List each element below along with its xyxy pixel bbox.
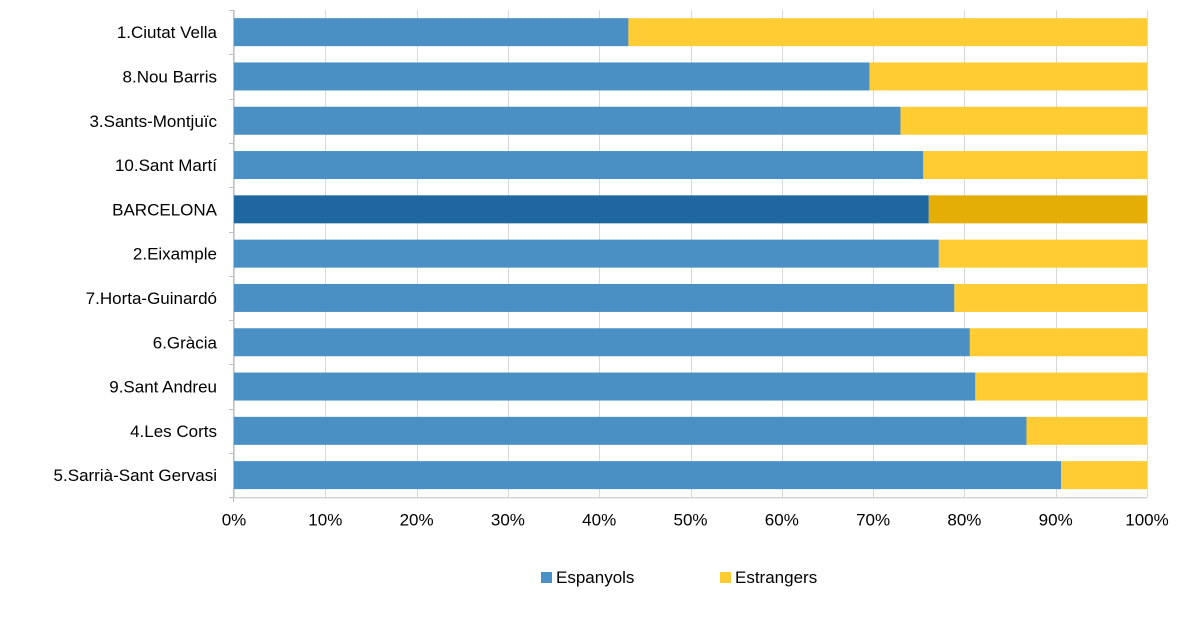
bar-espanyols-1: [234, 62, 870, 91]
legend-swatch-espanyols: [541, 572, 552, 583]
x-tick-label: 100%: [1125, 510, 1168, 529]
bar-espanyols-6: [234, 283, 955, 312]
bar-estrangers-0: [628, 18, 1147, 47]
bar-espanyols-9: [234, 416, 1027, 445]
bars: [234, 18, 1147, 490]
category-label: 7.Horta-Guinardó: [86, 289, 217, 308]
bar-estrangers-3: [923, 151, 1147, 180]
category-label: 10.Sant Martí: [115, 156, 217, 175]
x-tick-label: 50%: [673, 510, 707, 529]
bar-espanyols-3: [234, 151, 924, 180]
category-label: 4.Les Corts: [130, 422, 217, 441]
bar-estrangers-2: [900, 106, 1147, 135]
category-label: 1.Ciutat Vella: [117, 23, 218, 42]
category-label: 5.Sarrià-Sant Gervasi: [54, 466, 217, 485]
bar-estrangers-4: [928, 195, 1147, 224]
axes: [229, 10, 1147, 503]
legend-label-espanyols: Espanyols: [556, 568, 634, 587]
x-tick-label: 90%: [1039, 510, 1073, 529]
x-tick-label: 70%: [856, 510, 890, 529]
bar-estrangers-7: [969, 328, 1147, 357]
category-label: 9.Sant Andreu: [109, 378, 217, 397]
bar-estrangers-6: [954, 283, 1147, 312]
bar-estrangers-5: [938, 239, 1147, 268]
category-label: 2.Eixample: [133, 245, 217, 264]
x-tick-labels: 0% 10% 20% 30% 40% 50% 60% 70% 80% 90% 100%: [222, 510, 1169, 529]
category-labels: 1.Ciutat Vella 8.Nou Barris 3.Sants-Montju…: [54, 23, 218, 485]
bar-espanyols-7: [234, 328, 970, 357]
bar-estrangers-10: [1061, 461, 1147, 490]
bar-espanyols-2: [234, 106, 901, 135]
bar-estrangers-1: [869, 62, 1147, 91]
bar-espanyols-0: [234, 18, 629, 47]
x-tick-label: 30%: [491, 510, 525, 529]
x-tick-label: 20%: [400, 510, 434, 529]
bar-estrangers-9: [1026, 416, 1147, 445]
category-label: 8.Nou Barris: [123, 67, 217, 86]
x-tick-label: 40%: [582, 510, 616, 529]
legend-swatch-estrangers: [720, 572, 731, 583]
x-tick-label: 0%: [222, 510, 247, 529]
x-tick-label: 60%: [765, 510, 799, 529]
x-tick-label: 80%: [947, 510, 981, 529]
category-label: 3.Sants-Montjuïc: [89, 112, 217, 131]
category-label: 6.Gràcia: [153, 333, 218, 352]
bar-espanyols-10: [234, 461, 1062, 490]
x-tick-label: 10%: [308, 510, 342, 529]
bar-espanyols-8: [234, 372, 976, 401]
bar-estrangers-8: [975, 372, 1147, 401]
category-label: BARCELONA: [112, 200, 218, 219]
legend: Espanyols Estrangers: [541, 568, 817, 587]
bar-espanyols-5: [234, 239, 939, 268]
legend-label-estrangers: Estrangers: [735, 568, 817, 587]
bar-espanyols-4: [234, 195, 929, 224]
